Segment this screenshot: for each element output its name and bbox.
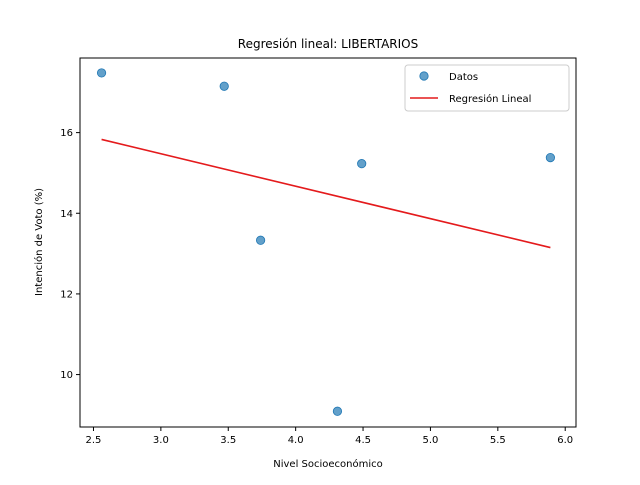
regression-line <box>101 138 551 249</box>
y-tick-label: 12 <box>60 289 73 300</box>
chart-title: Regresión lineal: LIBERTARIOS <box>238 37 418 51</box>
plot-content <box>96 68 555 416</box>
legend-scatter-marker <box>419 71 429 81</box>
data-point <box>332 406 343 416</box>
plot-frame <box>79 57 577 428</box>
y-tick-label: 16 <box>60 128 73 139</box>
x-tick-label: 6.0 <box>557 435 573 446</box>
legend-label-datos: Datos <box>449 72 478 83</box>
x-tick-label: 3.5 <box>220 435 236 446</box>
x-tick-label: 5.0 <box>422 435 438 446</box>
data-point <box>357 159 367 169</box>
data-point <box>256 235 266 245</box>
x-axis: 2.5 3.0 3.5 4.0 4.5 5.0 5.5 6.0 <box>86 427 573 446</box>
x-axis-label: Nivel Socioeconómico <box>273 458 383 470</box>
y-axis: 10 12 14 16 <box>60 128 80 381</box>
x-tick-label: 2.5 <box>86 435 102 446</box>
legend-box <box>404 64 570 112</box>
y-tick-label: 10 <box>60 370 73 381</box>
data-point <box>96 68 107 78</box>
data-point <box>545 153 555 163</box>
x-tick-label: 5.5 <box>490 435 506 446</box>
y-axis-label: Intención de Voto (%) <box>33 188 45 296</box>
y-tick-label: 14 <box>60 209 73 220</box>
x-tick-label: 4.0 <box>288 435 304 446</box>
x-tick-label: 3.0 <box>153 435 169 446</box>
x-tick-label: 4.5 <box>355 435 371 446</box>
legend-label-regresion: Regresión Lineal <box>449 93 531 105</box>
data-point <box>219 81 229 91</box>
legend: Datos Regresión Lineal <box>404 64 570 112</box>
